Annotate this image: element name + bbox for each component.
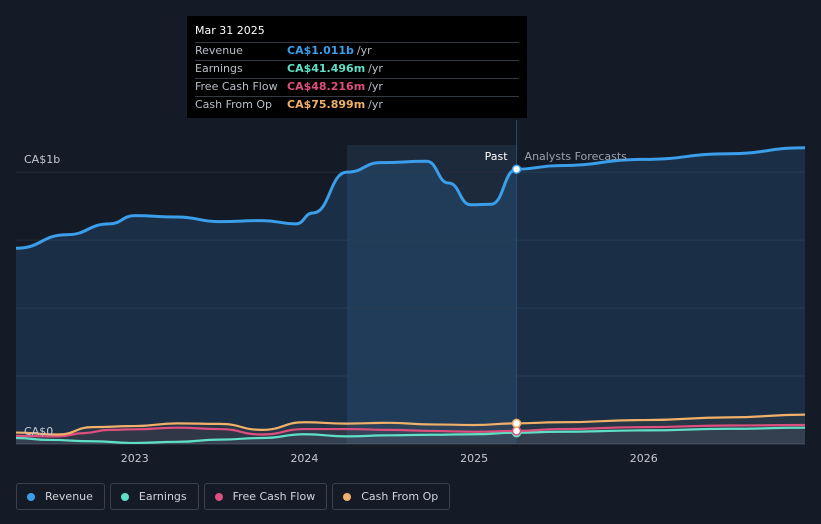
tooltip-unit: /yr <box>368 98 383 111</box>
tooltip-value: CA$48.216m <box>287 80 366 93</box>
axis-labels: 2023 2024 2025 2026 CA$1b CA$0 <box>24 153 658 465</box>
highlight-band <box>346 145 517 444</box>
tooltip-label: Free Cash Flow <box>195 80 278 93</box>
tooltip-value: CA$41.496m <box>287 62 366 75</box>
cash-from-op-line <box>15 413 806 436</box>
series-areas <box>16 147 805 444</box>
tooltip-row-cash-from-op: Cash From Op CA$75.899m /yr <box>195 96 519 114</box>
legend-dot-icon <box>343 492 352 501</box>
tooltip-label: Earnings <box>195 62 243 75</box>
cash-from-op-marker <box>511 418 522 429</box>
x-tick-label: 2023 <box>121 452 149 465</box>
tooltip-date: Mar 31 2025 <box>195 24 265 37</box>
legend-item-earnings[interactable]: Earnings <box>109 483 199 510</box>
earnings-line <box>15 426 806 445</box>
tooltip-row-free-cash-flow: Free Cash Flow CA$48.216m /yr <box>195 78 519 96</box>
revenue-line <box>15 146 806 250</box>
legend-item-cash-from-op[interactable]: Cash From Op <box>332 483 451 510</box>
series-markers <box>511 164 522 438</box>
grid-lines <box>16 171 805 445</box>
y-tick-label: CA$0 <box>24 425 53 438</box>
y-tick-label: CA$1b <box>24 153 60 166</box>
tooltip-value: CA$75.899m <box>287 98 366 111</box>
series-lines <box>15 146 806 445</box>
revenue-area <box>16 147 805 444</box>
legend-dot-icon <box>120 492 129 501</box>
free-cash-flow-line <box>15 423 806 438</box>
legend-dot-icon <box>27 492 35 501</box>
legend-item-free-cash-flow[interactable]: Free Cash Flow <box>203 483 328 510</box>
legend: Revenue Earnings Free Cash Flow Cash Fro… <box>16 483 451 510</box>
x-tick-label: 2025 <box>460 452 488 465</box>
legend-label: Cash From Op <box>361 490 439 503</box>
legend-label: Earnings <box>138 490 187 503</box>
tooltip-value: CA$1.011b <box>287 44 354 57</box>
x-tick-label: 2024 <box>290 452 318 465</box>
tooltip-unit: /yr <box>368 62 383 75</box>
tooltip-row-earnings: Earnings CA$41.496m /yr <box>195 60 519 78</box>
tooltip-row-revenue: Revenue CA$1.011b /yr <box>195 42 519 60</box>
revenue-marker <box>511 164 522 174</box>
legend-label: Revenue <box>45 490 93 503</box>
x-tick-label: 2026 <box>630 452 658 465</box>
legend-label: Free Cash Flow <box>232 490 316 503</box>
tooltip-label: Revenue <box>195 44 243 57</box>
past-label: Past <box>485 150 509 163</box>
tooltip-unit: /yr <box>368 80 383 93</box>
tooltip: Mar 31 2025 Revenue CA$1.011b /yr Earnin… <box>187 16 527 118</box>
legend-dot-icon <box>214 492 223 501</box>
forecast-label: Analysts Forecasts <box>525 150 628 163</box>
legend-item-revenue[interactable]: Revenue <box>16 483 105 510</box>
tooltip-unit: /yr <box>356 44 372 57</box>
tooltip-label: Cash From Op <box>195 98 273 111</box>
